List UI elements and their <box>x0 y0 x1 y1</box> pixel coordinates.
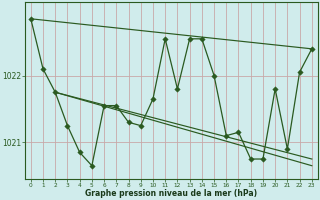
X-axis label: Graphe pression niveau de la mer (hPa): Graphe pression niveau de la mer (hPa) <box>85 189 257 198</box>
